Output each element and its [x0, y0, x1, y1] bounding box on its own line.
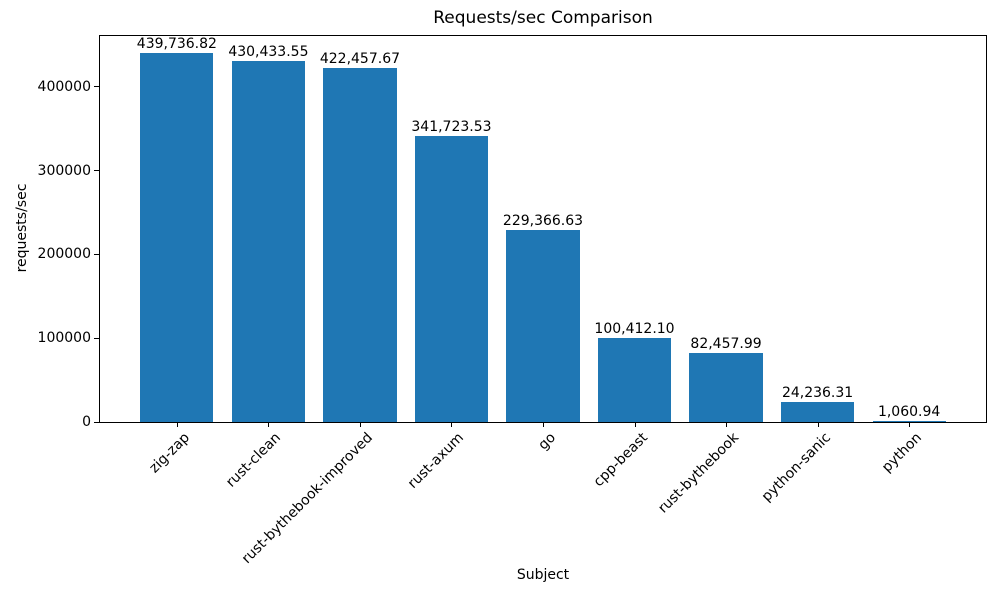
y-tick-mark [94, 337, 99, 339]
bar-python [872, 421, 946, 422]
x-tick-mark [268, 423, 270, 427]
x-tick-mark [817, 423, 819, 427]
bar-value-label: 1,060.94 [877, 404, 941, 421]
bar-zig-zap [140, 53, 214, 422]
bar-rust-clean [231, 61, 306, 422]
chart-title: Requests/sec Comparison [433, 8, 653, 28]
x-tick-mark [359, 423, 361, 427]
y-tick-label: 0 [82, 414, 91, 430]
y-tick-label: 200000 [37, 246, 91, 263]
y-tick-mark [94, 253, 99, 255]
y-axis-label: requests/sec [14, 183, 30, 273]
bar-value-label: 439,736.82 [136, 36, 217, 53]
bar-go [506, 229, 580, 422]
y-tick-mark [94, 421, 99, 423]
bar-value-label: 341,723.53 [411, 118, 492, 135]
bar-python-sanic [780, 401, 855, 422]
x-tick-mark [176, 423, 178, 427]
bar-rust-axum [414, 135, 489, 422]
bar-rust-bythebook [689, 352, 763, 422]
bar-value-label: 430,433.55 [228, 44, 309, 61]
bar-rust-bythebook-improved [323, 67, 397, 422]
bar-value-label: 422,457.67 [319, 50, 401, 67]
y-tick-mark [94, 170, 99, 172]
x-tick-mark [909, 423, 911, 427]
y-tick-label: 100000 [37, 330, 91, 347]
x-tick-mark [726, 423, 728, 427]
x-tick-mark [543, 423, 544, 427]
x-tick-mark [451, 423, 453, 427]
y-tick-label: 300000 [37, 162, 91, 179]
x-axis-label: Subject [516, 567, 570, 583]
bar-cpp-beast [597, 337, 672, 422]
y-tick-mark [94, 86, 99, 88]
bar-value-label: 229,366.63 [502, 212, 584, 229]
y-tick-label: 400000 [37, 78, 91, 95]
bar-value-label: 24,236.31 [781, 384, 854, 401]
bar-value-label: 82,457.99 [690, 335, 762, 352]
bar-value-label: 100,412.10 [594, 320, 675, 337]
x-tick-mark [634, 423, 636, 427]
